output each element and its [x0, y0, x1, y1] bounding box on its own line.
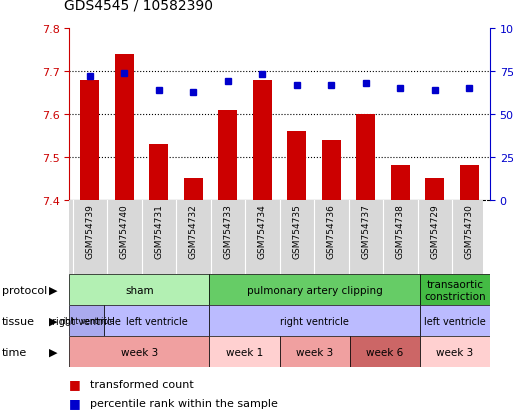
Text: GSM754740: GSM754740: [120, 204, 129, 259]
Text: tissue: tissue: [2, 316, 34, 326]
Text: GSM754732: GSM754732: [189, 204, 198, 259]
Bar: [81, 81, 100, 200]
Text: GSM754735: GSM754735: [292, 204, 301, 259]
Bar: [322, 140, 341, 200]
Bar: [149, 145, 168, 200]
Bar: [184, 179, 203, 200]
Bar: [253, 81, 272, 200]
Text: GSM754734: GSM754734: [258, 204, 267, 259]
Text: percentile rank within the sample: percentile rank within the sample: [90, 398, 278, 408]
Text: GSM754733: GSM754733: [223, 204, 232, 259]
Text: left ventricle: left ventricle: [126, 316, 188, 326]
Bar: [460, 166, 479, 200]
Bar: [391, 166, 410, 200]
Text: ▶: ▶: [49, 316, 57, 326]
Text: week 6: week 6: [366, 347, 403, 357]
Text: week 3: week 3: [436, 347, 473, 357]
Text: GSM754730: GSM754730: [465, 204, 473, 259]
Text: ▶: ▶: [49, 285, 57, 295]
Bar: [219, 110, 238, 200]
FancyBboxPatch shape: [209, 306, 420, 337]
Text: GSM754729: GSM754729: [430, 204, 439, 259]
Text: right ventricle: right ventricle: [280, 316, 349, 326]
Bar: [425, 179, 444, 200]
Text: left ventricle: left ventricle: [424, 316, 486, 326]
Bar: [287, 132, 306, 200]
Text: week 3: week 3: [296, 347, 333, 357]
FancyBboxPatch shape: [280, 337, 350, 368]
Bar: [357, 115, 376, 200]
Text: protocol: protocol: [2, 285, 47, 295]
Text: GSM754739: GSM754739: [86, 204, 94, 259]
FancyBboxPatch shape: [350, 337, 420, 368]
Text: time: time: [2, 347, 27, 357]
Text: GSM754731: GSM754731: [154, 204, 164, 259]
Text: week 1: week 1: [226, 347, 263, 357]
FancyBboxPatch shape: [420, 275, 490, 306]
FancyBboxPatch shape: [69, 306, 104, 337]
FancyBboxPatch shape: [209, 337, 280, 368]
Text: sham: sham: [125, 285, 154, 295]
FancyBboxPatch shape: [209, 275, 420, 306]
FancyBboxPatch shape: [69, 337, 209, 368]
Text: right ventricle: right ventricle: [60, 317, 114, 325]
Bar: [115, 55, 134, 200]
FancyBboxPatch shape: [104, 306, 209, 337]
Text: transaortic
constriction: transaortic constriction: [424, 279, 486, 301]
FancyBboxPatch shape: [69, 275, 209, 306]
FancyBboxPatch shape: [420, 306, 490, 337]
Text: ▶: ▶: [49, 347, 57, 357]
Text: GSM754738: GSM754738: [396, 204, 405, 259]
Text: ■: ■: [69, 377, 81, 391]
Text: ■: ■: [69, 396, 81, 409]
Text: week 3: week 3: [121, 347, 158, 357]
Text: pulmonary artery clipping: pulmonary artery clipping: [247, 285, 383, 295]
FancyBboxPatch shape: [420, 337, 490, 368]
Text: right ventricle: right ventricle: [52, 316, 121, 326]
Text: GSM754736: GSM754736: [327, 204, 336, 259]
Text: GDS4545 / 10582390: GDS4545 / 10582390: [64, 0, 213, 12]
Text: GSM754737: GSM754737: [361, 204, 370, 259]
Text: transformed count: transformed count: [90, 379, 193, 389]
